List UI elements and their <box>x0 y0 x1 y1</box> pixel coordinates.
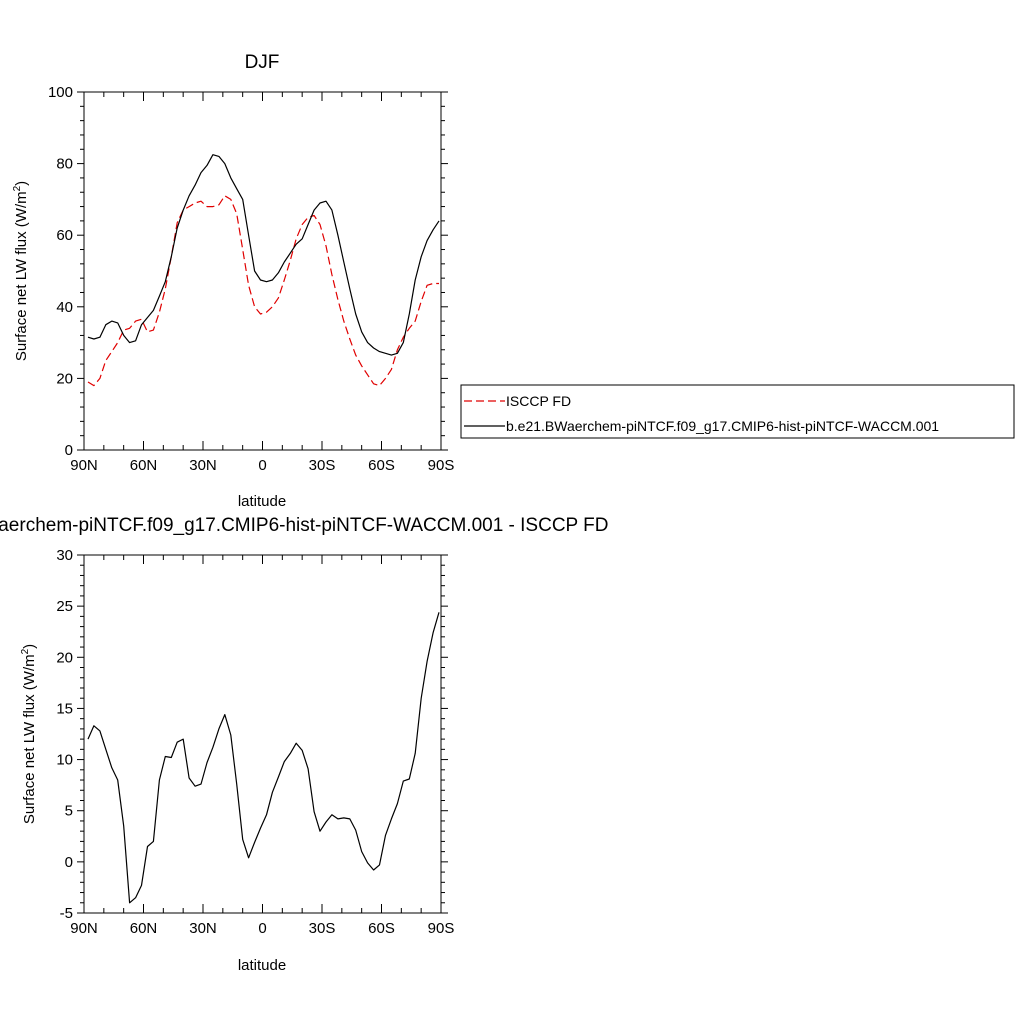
top-axis-ticks: 90N 60N 30N 0 30S 60S 90S 0 20 40 60 80 100 <box>48 84 454 474</box>
bottom-x-tick-label: 60S <box>368 920 395 937</box>
top-x-axis-label: latitude <box>238 493 286 510</box>
top-y-axis-label-close: ) <box>13 181 30 186</box>
top-series-line-1 <box>87 154 440 356</box>
legend-box <box>460 384 1015 439</box>
top-x-tick-label: 0 <box>258 457 266 474</box>
bottom-plot-frame <box>83 554 442 914</box>
bottom-series-line-0 <box>87 612 440 904</box>
bottom-panel: b.e21.BWaerchem-piNTCF.f09_g17.CMIP6-his… <box>0 515 608 974</box>
bottom-y-axis-label-main: Surface net LW flux (W/m <box>21 654 38 824</box>
top-chart-title: DJF <box>245 52 280 73</box>
bottom-x-tick-label: 90N <box>70 920 98 937</box>
bottom-x-tick-label: 60N <box>130 920 158 937</box>
bottom-y-tick-label: 5 <box>65 803 73 820</box>
top-panel: DJF 90N 60N 30N 0 30S 60S 90S 0 20 40 60 80 100 lati… <box>12 52 454 510</box>
bottom-x-tick-label: 30S <box>309 920 336 937</box>
bottom-x-tick-label: 0 <box>258 920 266 937</box>
legend-label-model: b.e21.BWaerchem-piNTCF.f09_g17.CMIP6-his… <box>506 418 939 434</box>
top-y-tick-label: 60 <box>56 227 73 244</box>
top-y-tick-label: 80 <box>56 156 73 173</box>
bottom-y-tick-label: 15 <box>56 700 73 717</box>
top-y-tick-label: 100 <box>48 84 73 101</box>
legend-label-isccp: ISCCP FD <box>506 393 571 409</box>
top-y-axis-label: Surface net LW flux (W/m2) <box>12 181 30 361</box>
bottom-x-tick-label: 90S <box>428 920 455 937</box>
top-y-tick-label: 0 <box>65 442 73 459</box>
top-x-tick-label: 60S <box>368 457 395 474</box>
bottom-series-lines <box>87 612 440 904</box>
top-x-tick-label: 60N <box>130 457 158 474</box>
bottom-y-tick-label: 20 <box>56 649 73 666</box>
top-x-tick-label: 30N <box>189 457 217 474</box>
bottom-y-tick-label: 25 <box>56 598 73 615</box>
top-series-line-0 <box>87 195 439 387</box>
top-y-tick-label: 20 <box>56 370 73 387</box>
top-x-tick-label: 90S <box>428 457 455 474</box>
bottom-y-tick-label: -5 <box>60 905 73 922</box>
legend: ISCCP FD b.e21.BWaerchem-piNTCF.f09_g17.… <box>460 384 1015 439</box>
bottom-axis-ticks: 90N 60N 30N 0 30S 60S 90S -5 0 5 10 15 20 25 30 <box>56 547 454 937</box>
bottom-chart-title: b.e21.BWaerchem-piNTCF.f09_g17.CMIP6-his… <box>0 515 608 536</box>
bottom-y-axis-label-close: ) <box>21 644 38 649</box>
bottom-y-tick-label: 30 <box>56 547 73 564</box>
top-y-axis-label-main: Surface net LW flux (W/m <box>13 191 30 361</box>
top-y-axis-label-sup: 2 <box>12 185 23 191</box>
top-x-tick-label: 90N <box>70 457 98 474</box>
bottom-y-axis-label: Surface net LW flux (W/m2) <box>20 644 38 824</box>
top-series-lines <box>87 154 440 387</box>
bottom-y-tick-label: 10 <box>56 752 73 769</box>
bottom-y-tick-label: 0 <box>65 854 73 871</box>
bottom-y-axis-label-sup: 2 <box>20 648 31 654</box>
top-plot-frame <box>83 91 442 451</box>
bottom-x-tick-label: 30N <box>189 920 217 937</box>
top-x-tick-label: 30S <box>309 457 336 474</box>
top-y-tick-label: 40 <box>56 299 73 316</box>
bottom-x-axis-label: latitude <box>238 957 286 974</box>
